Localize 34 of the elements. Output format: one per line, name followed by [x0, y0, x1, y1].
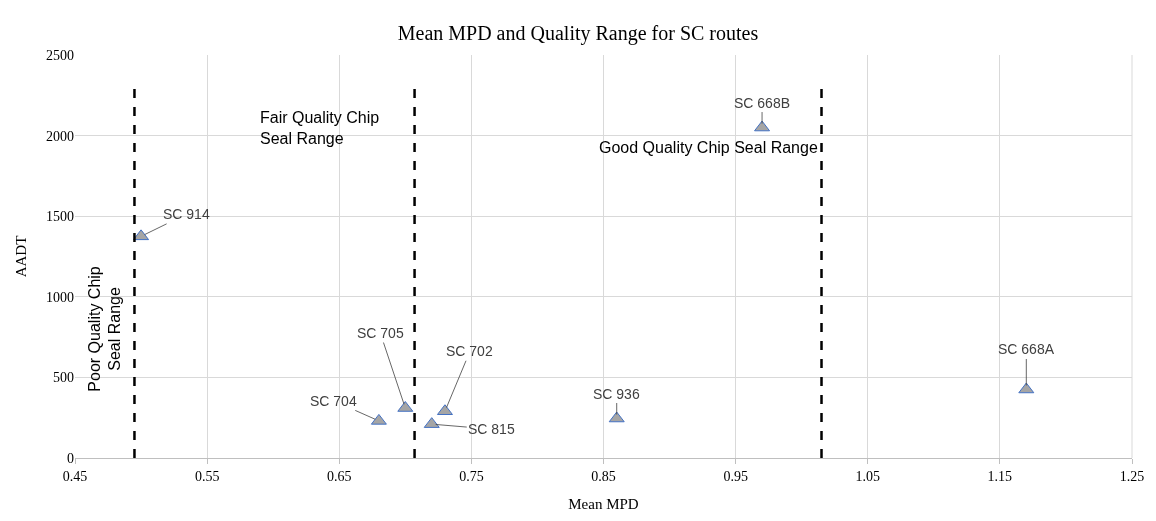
y-tick-label: 2500 [46, 47, 74, 63]
x-tick-label: 0.65 [327, 468, 352, 484]
point [133, 229, 150, 241]
chart-title: Mean MPD and Quality Range for SC routes [397, 22, 759, 46]
annotation: SC 704 [310, 393, 357, 409]
y-tick-label: 500 [53, 370, 74, 386]
point [370, 413, 387, 425]
point [608, 411, 625, 423]
x-tick-label: 0.95 [723, 468, 748, 484]
annotation: SC 705 [357, 325, 404, 341]
y-axis-title: AADT [13, 235, 30, 278]
x-tick-label: 0.55 [194, 468, 220, 484]
x-tick-label: 0.85 [591, 468, 616, 484]
x-tick-label: 1.25 [1119, 468, 1145, 484]
y-tick-label: 0 [67, 450, 74, 466]
annotation: SC 668A [998, 341, 1055, 357]
annotation: SC 914 [163, 206, 210, 222]
annotation: Poor Quality Chip Seal Range [85, 266, 124, 392]
annotation: SC 702 [446, 343, 493, 359]
y-tick-label: 1500 [46, 209, 74, 225]
y-tick-label: 1000 [46, 289, 74, 305]
y-tick-label: 2000 [46, 128, 74, 144]
point [1018, 382, 1035, 394]
x-tick-label: 0.75 [459, 468, 484, 484]
annotation: SC 668B [734, 95, 791, 111]
point [754, 120, 771, 132]
x-tick-label: 0.45 [62, 468, 88, 484]
x-tick-label: 1.05 [855, 468, 880, 484]
x-axis-title: Mean MPD [568, 495, 639, 512]
annotation: SC 936 [593, 386, 640, 402]
annotation: Good Quality Chip Seal Range [599, 139, 818, 156]
x-tick-label: 1.15 [987, 468, 1013, 484]
annotation: SC 815 [468, 421, 515, 437]
annotation: Fair Quality Chip Seal Range [260, 109, 380, 147]
